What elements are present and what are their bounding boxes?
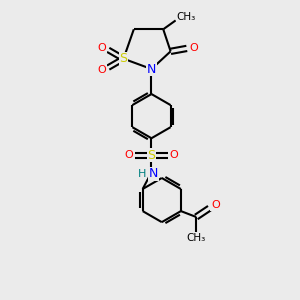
Text: O: O bbox=[211, 200, 220, 210]
Text: S: S bbox=[119, 52, 128, 65]
Text: N: N bbox=[149, 167, 158, 180]
Text: CH₃: CH₃ bbox=[176, 13, 196, 22]
Text: O: O bbox=[124, 150, 133, 160]
Text: O: O bbox=[97, 43, 106, 52]
Text: N: N bbox=[147, 62, 156, 76]
Text: O: O bbox=[170, 150, 178, 160]
Text: S: S bbox=[148, 149, 155, 162]
Text: H: H bbox=[138, 169, 146, 179]
Text: O: O bbox=[189, 44, 198, 53]
Text: O: O bbox=[97, 65, 106, 75]
Text: CH₃: CH₃ bbox=[187, 233, 206, 243]
